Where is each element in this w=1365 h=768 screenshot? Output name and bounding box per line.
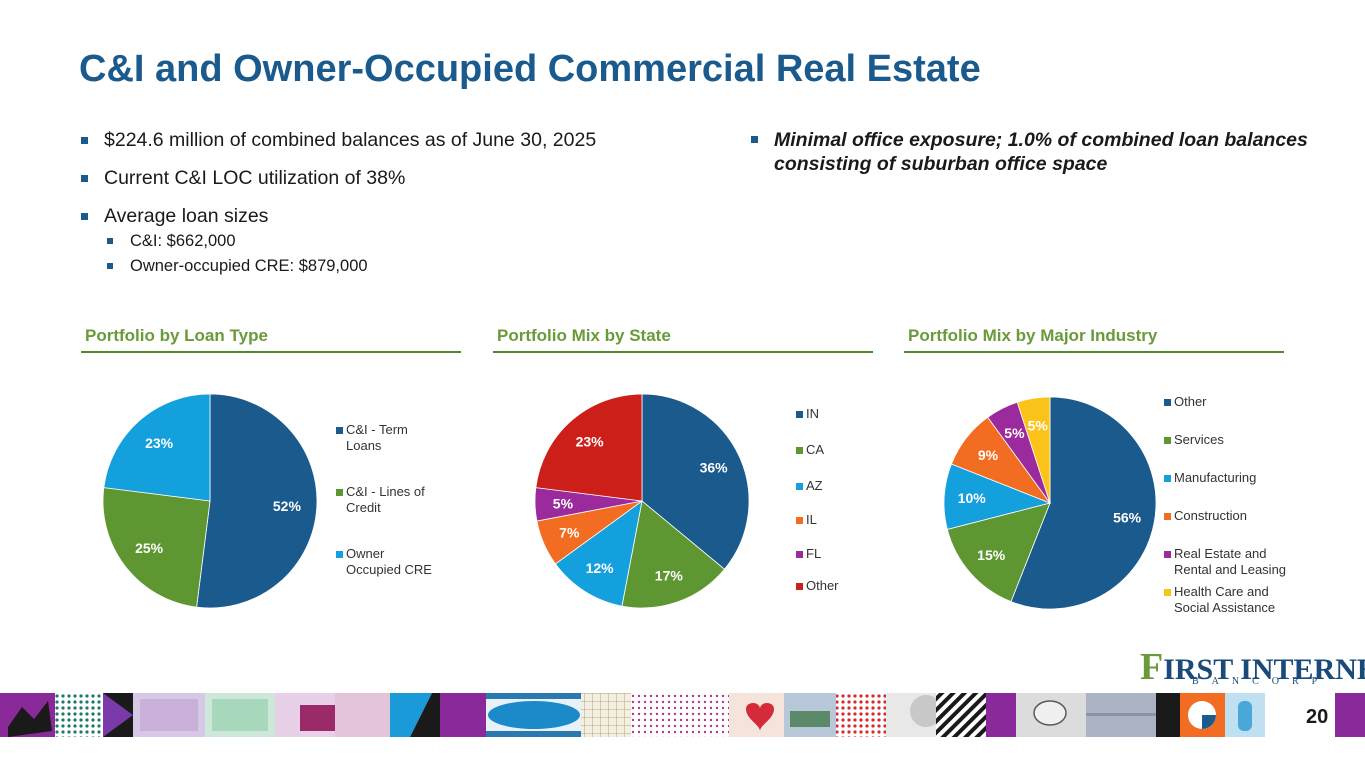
data-label-services: 15%: [977, 547, 1006, 563]
legend-swatch: [796, 447, 803, 454]
pie-slice-other: [1010, 396, 1157, 610]
page-number: 20: [1306, 706, 1329, 728]
legend-swatch: [336, 489, 343, 496]
legend-swatch: [796, 583, 803, 590]
logo-wordmark: FIRST INTERNET: [1140, 646, 1365, 688]
page-title: C&I and Owner-Occupied Commercial Real E…: [79, 48, 981, 90]
bullet-list-left: $224.6 million of combined balances as o…: [80, 128, 720, 280]
pie-slice-services: [946, 502, 1051, 603]
legend-swatch: [796, 551, 803, 558]
bullet-combined-balances: $224.6 million of combined balances as o…: [80, 128, 720, 152]
legend-label: Other: [806, 578, 839, 593]
pie-slice-in: [641, 393, 750, 570]
bullet-office-exposure: Minimal office exposure; 1.0% of combine…: [750, 128, 1310, 176]
data-label-health-care: 5%: [1028, 418, 1049, 434]
sub-bullet-cre-size: Owner-occupied CRE: $879,000: [80, 255, 720, 277]
legend-swatch: [796, 483, 803, 490]
bullet-average-loan-sizes: Average loan sizes: [80, 204, 720, 228]
pie-slice-health-care: [1016, 396, 1051, 504]
legend-label: CA: [806, 442, 825, 457]
legend-label: Construction: [1174, 508, 1247, 523]
legend-label: IL: [806, 512, 817, 527]
data-label-il: 7%: [559, 524, 580, 540]
pie-slice-lines-of-credit: [102, 487, 211, 608]
data-label-other: 23%: [576, 434, 605, 450]
pie-slice-owner-occupied-cre: [103, 393, 211, 502]
pie-slice-ca: [621, 500, 726, 609]
section-header-industry: Portfolio Mix by Major Industry: [904, 326, 1284, 353]
data-label-fl: 5%: [553, 496, 574, 512]
data-label-az: 12%: [586, 560, 615, 576]
data-label-in: 36%: [700, 459, 729, 475]
pie-slice-other: [535, 393, 643, 502]
legend-label: C&I - Term Loans: [346, 422, 408, 453]
legend-label: Health Care and Social Assistance: [1174, 584, 1276, 615]
legend-label: FL: [806, 546, 822, 561]
logo-subtitle: BANCORP: [1192, 676, 1331, 687]
legend-label: Real Estate and Rental and Leasing: [1174, 546, 1287, 577]
pie-chart-2: 36% 17% 12% 7% 5% 23%: [534, 393, 750, 609]
sub-bullet-ci-size: C&I: $662,000: [80, 230, 720, 252]
pie-chart-1: 52% 25% 23%: [102, 393, 318, 609]
legend-swatch: [796, 411, 803, 418]
legend-label: Owner Occupied CRE: [346, 546, 432, 577]
legend-label: AZ: [806, 478, 823, 493]
legend-label: Services: [1174, 432, 1224, 447]
legend-label: C&I - Lines of Credit: [346, 484, 425, 515]
legend-label: IN: [806, 406, 819, 421]
data-label-other: 56%: [1113, 510, 1142, 526]
legend-swatch: [1164, 475, 1171, 482]
legend-swatch: [1164, 437, 1171, 444]
data-label-manufacturing: 10%: [958, 490, 987, 506]
legend-swatch: [1164, 513, 1171, 520]
pie-slice-az: [554, 500, 643, 607]
data-label-term-loans: 52%: [273, 498, 302, 514]
legend-swatch: [1164, 399, 1171, 406]
company-logo: FIRST INTERNET BANCORP: [1140, 645, 1365, 690]
pie-slice-term-loans: [196, 393, 318, 609]
legend-swatch: [336, 427, 343, 434]
decorative-image-strip: [0, 693, 1365, 737]
section-header-state: Portfolio Mix by State: [493, 326, 873, 353]
data-label-lines-of-credit: 25%: [135, 540, 164, 556]
legend-label: Manufacturing: [1174, 470, 1257, 485]
data-label-construction: 9%: [978, 447, 999, 463]
legend-swatch: [1164, 551, 1171, 558]
data-label-owner-occupied-cre: 23%: [145, 435, 174, 451]
legend-swatch: [336, 551, 343, 558]
bullet-loc-utilization: Current C&I LOC utilization of 38%: [80, 166, 720, 190]
legend-label: Other: [1174, 394, 1207, 409]
decorative-strip-art: [0, 693, 1365, 737]
legend-swatch: [796, 517, 803, 524]
pie-chart-3: 56% 15% 10% 9% 5% 5%: [943, 396, 1157, 610]
data-label-real-estate: 5%: [1004, 425, 1025, 441]
data-label-ca: 17%: [655, 568, 684, 584]
legend-swatch: [1164, 589, 1171, 596]
section-header-loan-type: Portfolio by Loan Type: [81, 326, 461, 353]
